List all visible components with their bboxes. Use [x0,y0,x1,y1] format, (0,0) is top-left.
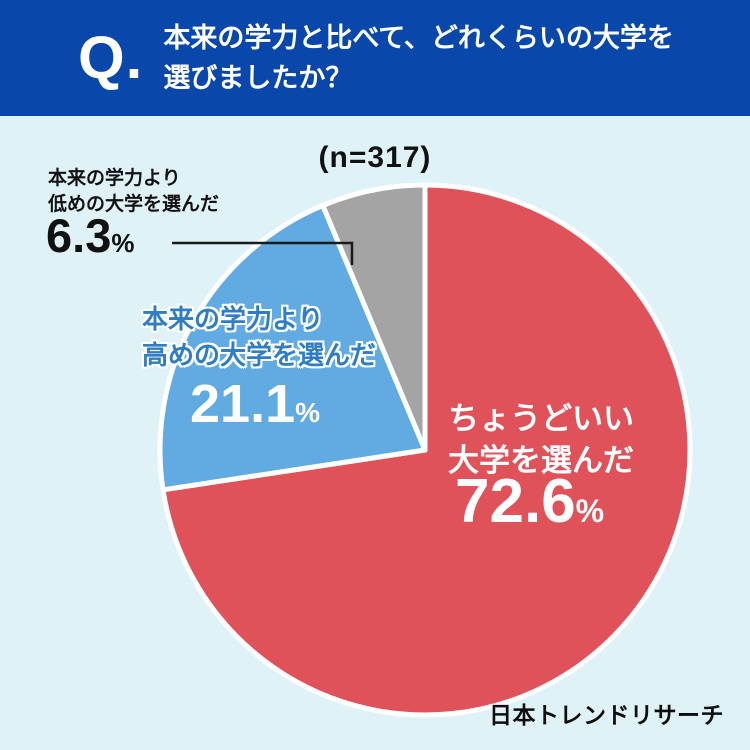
value-just-right-university: 72.6% [455,466,604,537]
value-lower-university: 6.3% [46,208,134,263]
label-lower-university: 本来の学力より 低めの大学を選んだ [48,166,219,217]
value-just-right-percent-sign: % [575,493,605,529]
pie-chart [157,182,693,718]
question-line-2: 選びましたか？ [163,63,353,93]
brand-logo-text: 日本トレンドリサーチ [489,702,724,728]
value-higher-number: 21.1 [190,374,296,434]
label-lower-line-2: 低めの大学を選んだ [48,193,220,215]
label-lower-line-1: 本来の学力より [48,168,181,189]
value-just-right-number: 72.6 [455,467,576,536]
label-just-right-line-2: 大学を選んだ [448,442,634,478]
pie-slice [320,182,428,453]
callout-leader-line [172,241,354,265]
question-text: 本来の学力と比べて、どれくらいの大学を 選びましたか？ [163,18,674,99]
pie-slices [157,182,693,718]
label-just-right-university: ちょうどいい 大学を選んだ [448,398,634,482]
pie-slice [157,202,428,493]
label-just-right-line-1: ちょうどいい [448,401,634,436]
value-higher-university: 21.1% [190,373,320,435]
value-lower-number: 6.3 [46,209,112,262]
label-higher-university: 本来の学力より 高めの大学を選んだ [142,301,376,374]
question-header: Q. 本来の学力と比べて、どれくらいの大学を 選びましたか？ [0,0,750,116]
q-logo: Q. [78,24,144,91]
value-higher-percent-sign: % [295,397,321,428]
label-higher-line-2: 高めの大学を選んだ [142,340,377,371]
value-lower-percent-sign: % [111,228,135,258]
sample-size-label: (n=317) [318,141,432,174]
question-line-1: 本来の学力と比べて、どれくらいの大学を [163,22,674,53]
label-higher-line-1: 本来の学力より [142,304,324,334]
